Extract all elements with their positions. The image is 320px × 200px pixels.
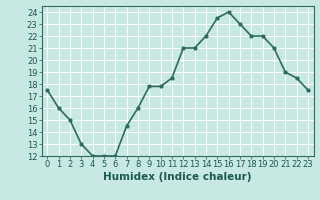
X-axis label: Humidex (Indice chaleur): Humidex (Indice chaleur) xyxy=(103,172,252,182)
